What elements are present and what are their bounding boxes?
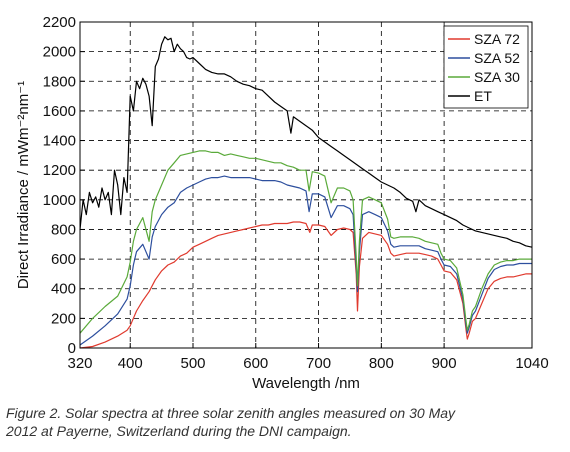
y-tick-label: 1200: [43, 162, 76, 179]
caption-line-1: Figure 2. Solar spectra at three solar z…: [6, 405, 456, 421]
legend-label: SZA 52: [474, 50, 520, 66]
y-tick-label: 800: [51, 221, 76, 238]
legend-label: ET: [474, 88, 492, 104]
figure-caption: Figure 2. Solar spectra at three solar z…: [6, 404, 562, 440]
legend: SZA 72 SZA 52 SZA 30 ET: [443, 25, 529, 109]
x-tick-label: 320: [67, 355, 92, 372]
series-line-sza-30: [79, 150, 532, 334]
gridlines: [80, 22, 532, 348]
series-line-sza-72: [79, 221, 532, 349]
y-tick-label: 400: [51, 281, 76, 298]
x-tick-label: 700: [306, 355, 331, 372]
x-axis-label: Wavelength /nm: [252, 375, 360, 392]
x-tick-label: 500: [180, 355, 205, 372]
y-tick-label: 2200: [43, 14, 76, 31]
plot-frame: [79, 21, 533, 349]
legend-label: SZA 30: [474, 69, 520, 85]
x-tick-label: 900: [432, 355, 457, 372]
axis-ticks: 0 200 400 600 800 1000 1200 1400 1600 1800 2000 220…: [43, 14, 549, 372]
y-tick-label: 1600: [43, 103, 76, 120]
spectra-chart: 0 200 400 600 800 1000 1200 1400 1600 1800 2000 220…: [15, 14, 549, 392]
x-tick-label: 400: [118, 355, 143, 372]
series-line-sza-52: [79, 175, 532, 346]
y-tick-label: 600: [51, 251, 76, 268]
caption-line-2: 2012 at Payerne, Switzerland during the …: [6, 423, 352, 439]
legend-label: SZA 72: [474, 31, 520, 47]
y-tick-label: 1000: [43, 192, 76, 209]
x-tick-label: 600: [243, 355, 268, 372]
x-tick-label: 1040: [515, 355, 548, 372]
y-tick-label: 1800: [43, 73, 76, 90]
series-lines: [79, 36, 533, 349]
y-tick-label: 0: [68, 340, 76, 357]
y-tick-label: 200: [51, 310, 76, 327]
y-tick-label: 2000: [43, 44, 76, 61]
y-tick-label: 1400: [43, 133, 76, 150]
y-axis-label: Direct Irradiance / mWm⁻²nm⁻¹: [15, 81, 32, 289]
series-line-et: [79, 36, 533, 248]
x-tick-label: 800: [369, 355, 394, 372]
